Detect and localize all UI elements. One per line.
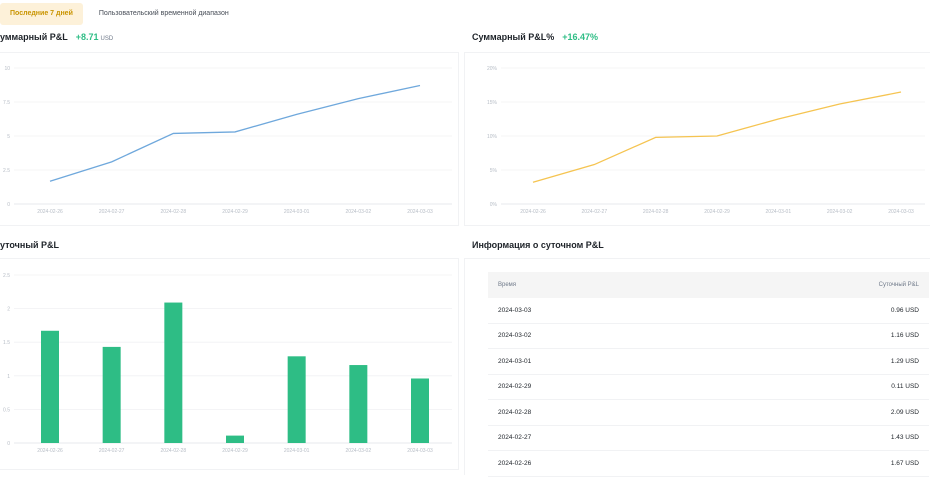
y-tick-label: 7.5 [3,100,10,106]
x-tick-label: 2024-02-29 [222,209,248,215]
x-tick-label: 2024-02-28 [161,448,187,454]
cum-pnl-unit: USD [100,36,114,42]
series-line [49,84,421,182]
y-tick-label: 10% [487,134,498,140]
range-tabs: Последние 7 дней Пользовательский времен… [0,0,245,28]
x-tick-label: 2024-03-02 [346,209,372,215]
y-tick-label: 15% [487,100,498,106]
x-tick-label: 2024-02-28 [161,209,187,215]
cum-pnl-chart: 0 2.5 5 7.5 10 2024-02-26 2024-02-27 2024-02-28… [3,66,452,215]
daily-info-box [464,258,930,475]
cum-pnl-pct-title-text: Суммарный P&L% [472,32,555,42]
daily-pnl-chart-box: 0 0.5 1 1.5 2 2.5 2024-02-26 2024-02-27 2024-02-… [0,258,459,470]
bar [349,365,368,443]
table-row: 2024-02-28 2.09 USD [488,400,929,426]
y-tick-label: 5 [7,134,10,140]
row-pnl: 0.11 USD [891,383,919,391]
x-tick-label: 2024-03-01 [284,209,310,215]
y-tick-label: 5% [490,168,498,174]
bar [41,330,59,443]
col-pnl-header: Суточный P&L [878,282,919,288]
daily-info-table: Время Суточный P&L 2024-03-03 0.96 USD 20… [488,272,929,477]
x-tick-label: 2024-03-02 [346,448,372,454]
daily-info-title: Информация о суточном P&L [472,240,604,250]
row-pnl: 1.16 USD [890,332,919,340]
cum-pnl-title: уммарный P&L +8.71 USD [0,32,113,42]
table-row: 2024-02-29 0.11 USD [488,375,929,400]
bar [287,356,306,443]
series-line [532,91,902,183]
cum-pnl-pct-chart: 0% 5% 10% 15% 20% 2024-02-26 2024-02-27 2024-02… [487,66,925,215]
y-tick-label: 0 [7,202,10,208]
x-tick-label: 2024-02-26 [37,209,63,215]
tab-last-7-days[interactable]: Последние 7 дней [0,3,83,25]
x-tick-label: 2024-03-02 [827,209,853,215]
y-tick-label: 1.5 [3,340,10,346]
y-tick-label: 0.5 [3,407,10,413]
row-date: 2024-02-27 [498,434,532,442]
x-tick-label: 2024-03-03 [407,448,433,454]
y-tick-label: 2 [7,307,10,313]
tab-custom-range[interactable]: Пользовательский временной диапазон [98,10,229,17]
col-time-header: Время [498,282,517,288]
x-tick-label: 2024-02-27 [99,209,125,215]
x-tick-label: 2024-02-26 [520,209,546,215]
x-tick-label: 2024-02-29 [222,448,248,454]
cum-pnl-chart-box: 0 2.5 5 7.5 10 2024-02-26 2024-02-27 2024-02-28… [0,52,459,226]
cum-pnl-pct-chart-box: 0% 5% 10% 15% 20% 2024-02-26 2024-02-27 2024-02… [464,52,930,226]
row-date: 2024-03-01 [498,357,532,365]
row-pnl: 0.96 USD [890,306,919,314]
row-pnl: 1.43 USD [890,434,919,442]
x-tick-label: 2024-03-03 [888,209,914,215]
y-tick-label: 2.5 [3,273,10,279]
bar [226,435,244,443]
row-pnl: 1.67 USD [890,459,919,467]
y-tick-label: 0% [490,202,498,208]
cum-pnl-title-text: уммарный P&L [0,32,68,42]
daily-pnl-title: уточный P&L [0,240,60,250]
table-row: 2024-02-27 1.43 USD [488,426,929,451]
y-tick-label: 10 [4,66,10,72]
row-date: 2024-03-03 [498,306,532,314]
y-tick-label: 1 [7,374,10,380]
row-date: 2024-02-29 [498,383,532,391]
table-row: 2024-03-01 1.29 USD [488,349,929,375]
cum-pnl-pct-value: +16.47% [562,32,599,42]
y-tick-label: 2.5 [3,168,10,174]
table-row: 2024-03-03 0.96 USD [488,298,929,324]
row-pnl: 1.29 USD [890,357,919,365]
row-date: 2024-02-26 [498,459,532,467]
x-tick-label: 2024-02-29 [704,209,730,215]
table-row: 2024-02-26 1.67 USD [488,451,929,477]
y-tick-label: 20% [487,66,498,72]
bar [102,346,121,443]
table-header: Время Суточный P&L [488,272,929,298]
table-row: 2024-03-02 1.16 USD [488,324,929,349]
x-tick-label: 2024-03-03 [407,209,433,215]
x-tick-label: 2024-02-28 [643,209,669,215]
y-tick-label: 0 [7,441,10,447]
x-tick-label: 2024-03-01 [284,448,310,454]
x-tick-label: 2024-02-27 [99,448,125,454]
x-tick-label: 2024-03-01 [766,209,792,215]
bar [411,378,429,443]
cum-pnl-value: +8.71 [75,32,99,42]
x-tick-label: 2024-02-27 [582,209,608,215]
row-pnl: 2.09 USD [890,408,919,416]
bar [164,302,183,443]
row-date: 2024-03-02 [498,332,532,340]
x-tick-label: 2024-02-26 [37,448,63,454]
row-date: 2024-02-28 [498,408,532,416]
cum-pnl-pct-title: Суммарный P&L% +16.47% [472,32,598,42]
daily-pnl-chart: 0 0.5 1 1.5 2 2.5 2024-02-26 2024-02-27 2024-02-… [3,273,452,454]
